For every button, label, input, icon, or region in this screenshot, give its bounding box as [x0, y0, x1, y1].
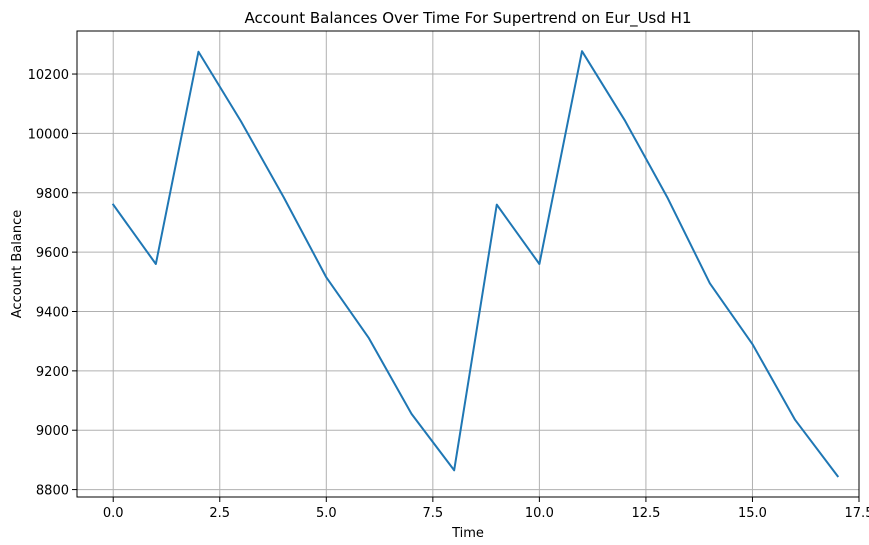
chart-title: Account Balances Over Time For Supertren…	[245, 9, 692, 28]
y-tick-label: 8800	[36, 484, 69, 499]
series-line-0	[111, 50, 840, 478]
grid-layer	[77, 31, 860, 497]
y-tick-label: 9000	[36, 424, 69, 439]
plot-layer	[111, 50, 840, 478]
y-tick-label: 9600	[36, 246, 69, 261]
y-tick-label: 9200	[36, 365, 69, 380]
y-tick-label: 9800	[36, 187, 69, 202]
y-tick-label: 10200	[28, 68, 69, 83]
x-ticks: 0.0 2.5 5.0 7.5 10.0 12.5 15.0 17.5	[103, 497, 869, 521]
y-tick-label: 10000	[28, 127, 69, 142]
y-tick-label: 9400	[36, 305, 69, 320]
x-tick-label: 2.5	[209, 506, 230, 521]
x-tick-label: 0.0	[103, 506, 124, 521]
y-ticks: 8800 9000 9200 9400 9600 9800 10000 10200	[28, 68, 77, 499]
x-tick-label: 17.5	[845, 506, 869, 521]
x-tick-label: 5.0	[316, 506, 337, 521]
x-axis-label: Time	[451, 526, 484, 541]
x-tick-label: 15.0	[738, 506, 767, 521]
y-axis-label: Account Balance	[10, 210, 25, 318]
x-tick-label: 10.0	[525, 506, 554, 521]
x-tick-label: 7.5	[422, 506, 443, 521]
plot-frame	[76, 30, 860, 498]
x-tick-label: 12.5	[631, 506, 660, 521]
